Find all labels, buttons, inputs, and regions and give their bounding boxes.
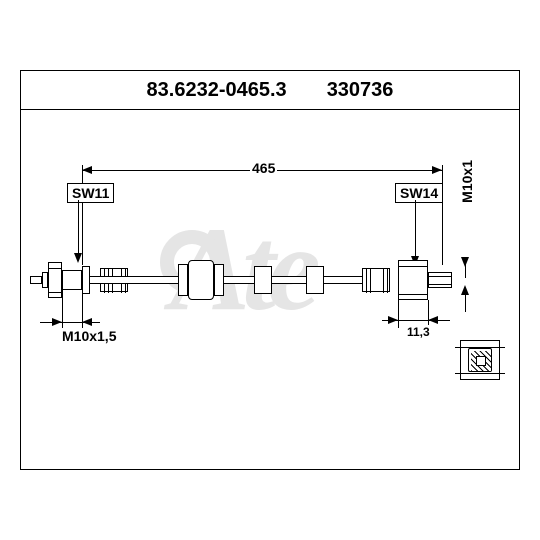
end-view-bore [468, 348, 492, 372]
hose-seg-1 [90, 276, 190, 284]
grommet-2 [306, 266, 324, 294]
reference-number: 330736 [327, 79, 394, 102]
sw14-label: SW14 [395, 183, 443, 203]
boot-body [188, 260, 214, 300]
thread-right-label: M10x1 [457, 160, 477, 203]
boot-ring-1 [178, 264, 188, 296]
grommet-1 [254, 266, 272, 294]
crimp-right [362, 268, 390, 292]
right-thread [428, 272, 452, 288]
left-flange [82, 266, 90, 294]
left-nipple [30, 276, 42, 284]
thread-left-label: M10x1,5 [60, 328, 118, 344]
boot-ring-2 [214, 264, 224, 296]
dim-small-label: 11,3 [405, 325, 432, 339]
part-number: 83.6232-0465.3 [147, 79, 287, 102]
length-label: 465 [250, 160, 277, 176]
left-thread [62, 270, 82, 290]
title-bar: 83.6232-0465.3 330736 [20, 70, 520, 110]
sw11-label: SW11 [67, 183, 114, 203]
